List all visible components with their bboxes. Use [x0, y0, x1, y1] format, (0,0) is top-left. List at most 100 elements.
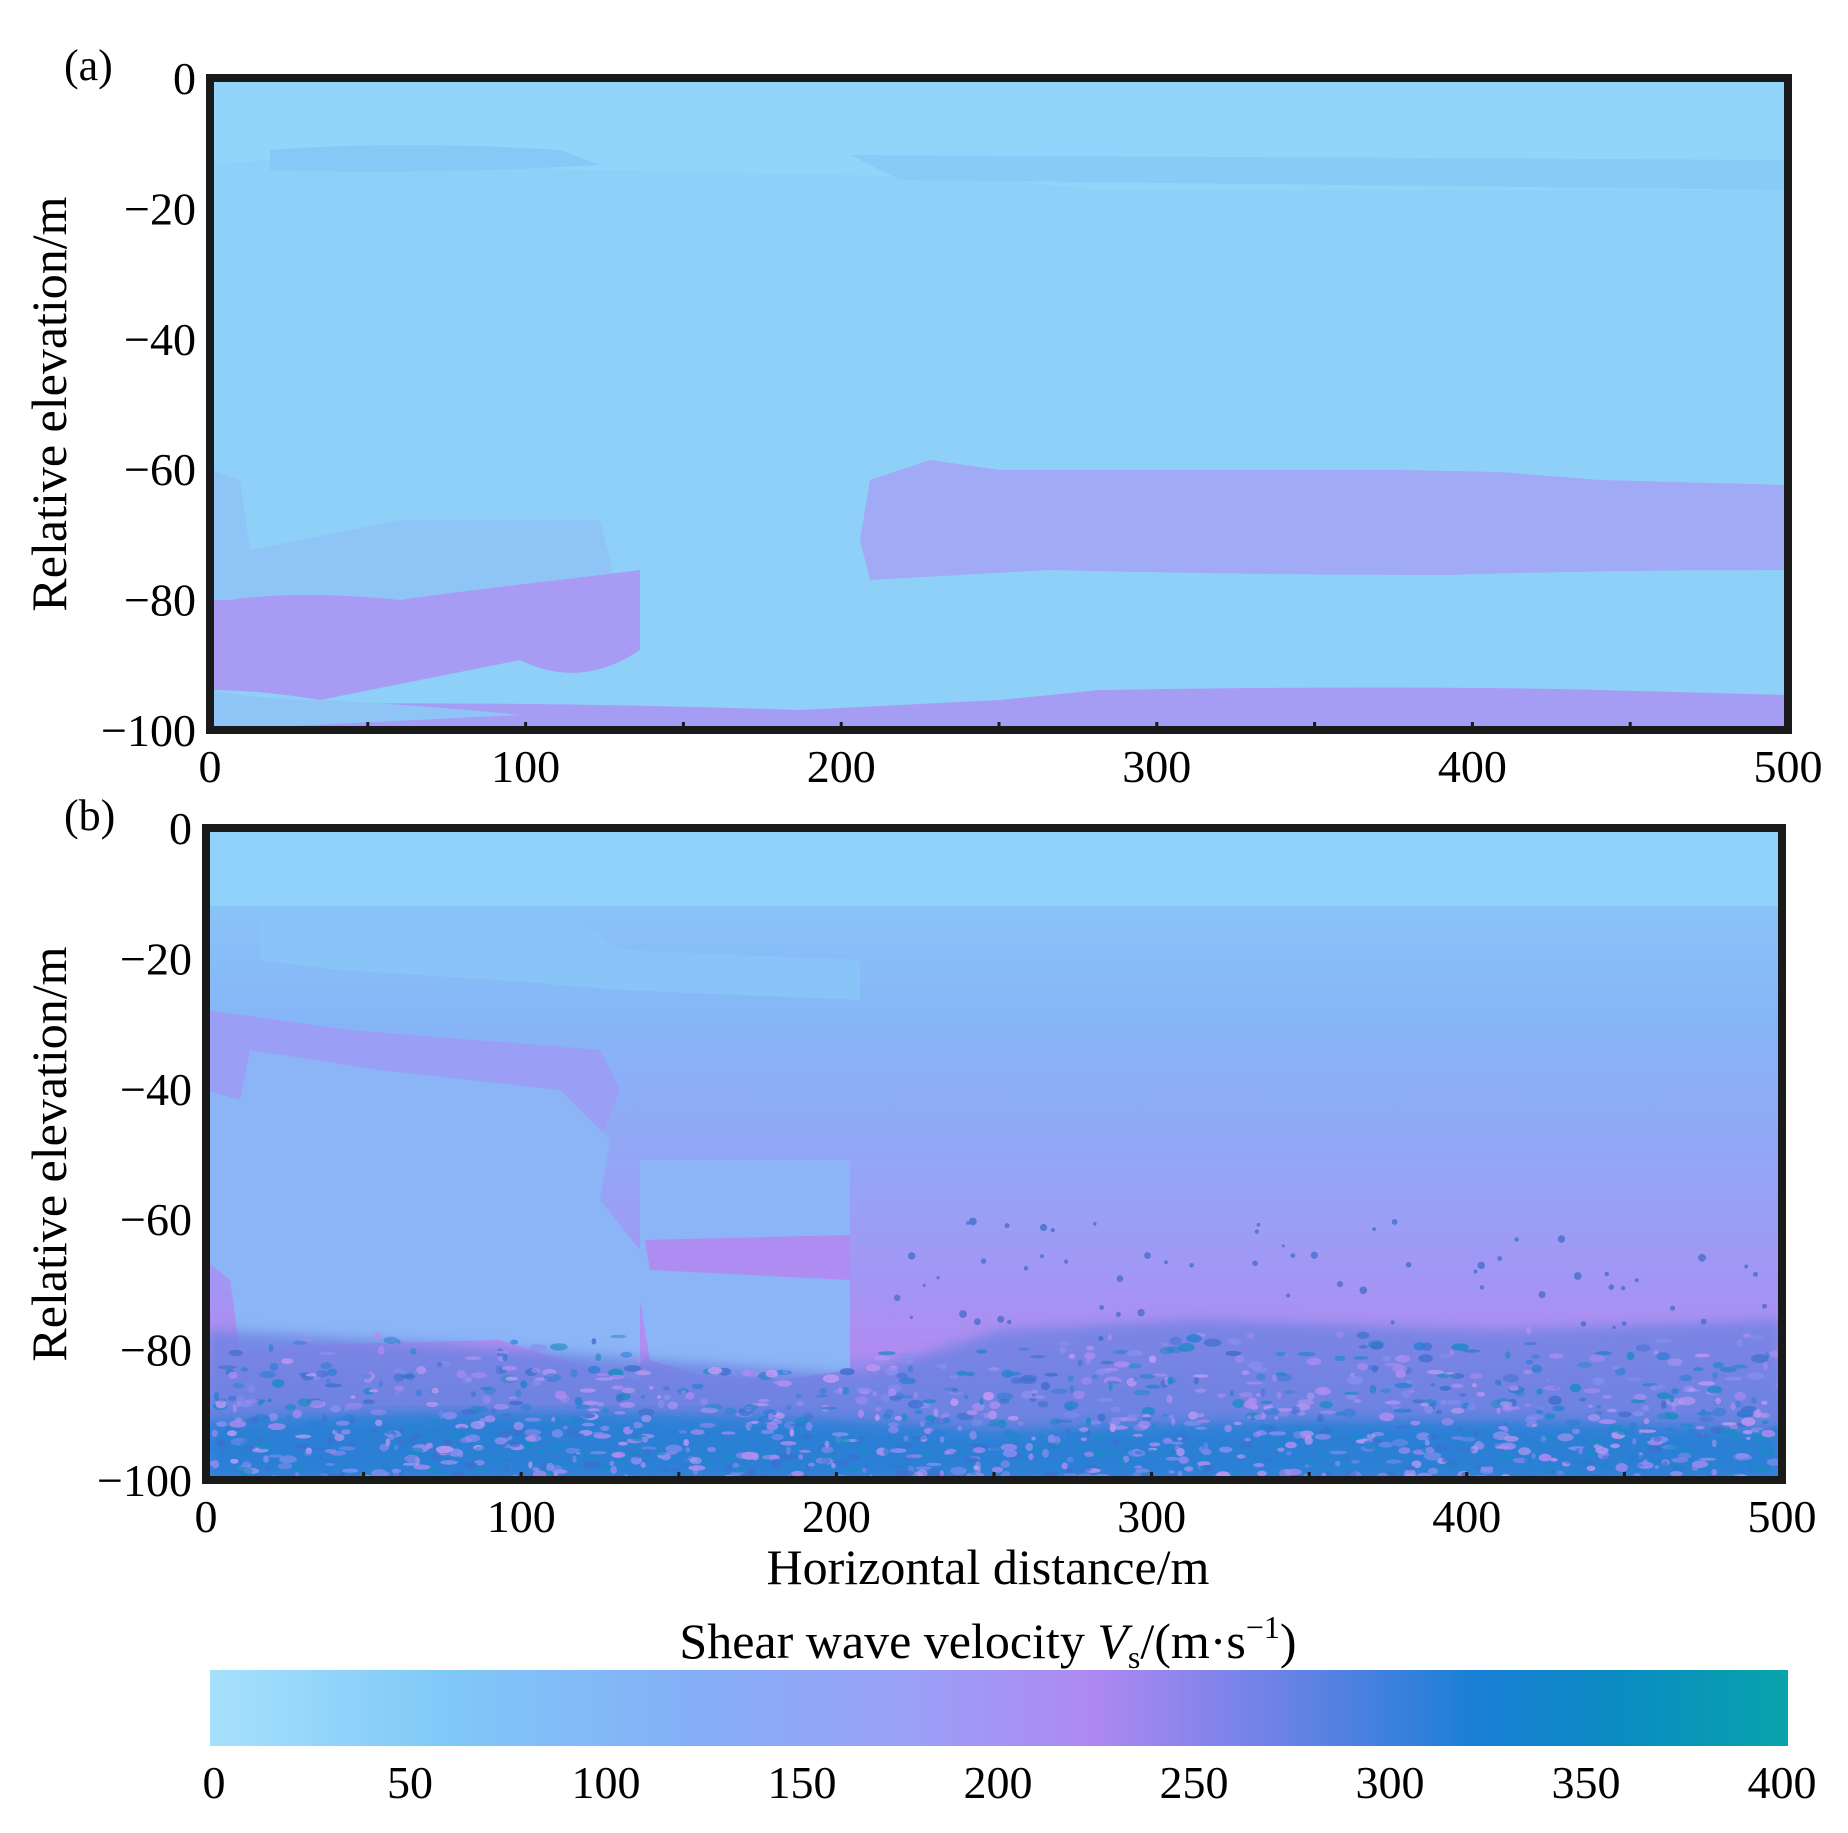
texture-speck: [362, 1399, 375, 1405]
texture-speck: [236, 1394, 245, 1404]
texture-speck: [1334, 1460, 1341, 1467]
texture-speck: [1715, 1397, 1722, 1405]
texture-speck: [970, 1443, 988, 1448]
texture-speck: [614, 1411, 626, 1415]
texture-speck: [349, 1430, 357, 1439]
texture-speck: [663, 1394, 671, 1401]
texture-speck: [440, 1460, 458, 1465]
x-tick-label: 200: [807, 741, 876, 792]
texture-speck: [1047, 1434, 1056, 1444]
texture-speck: [1262, 1441, 1273, 1448]
y-tick-label: −40: [120, 1064, 192, 1115]
texture-speck: [839, 1368, 855, 1376]
texture-speck: [1285, 1441, 1297, 1449]
texture-speck: [1203, 1441, 1209, 1451]
texture-speck: [900, 1395, 914, 1399]
texture-speck: [1425, 1446, 1435, 1454]
texture-speck: [439, 1410, 444, 1419]
texture-speck: [1536, 1442, 1551, 1447]
texture-speck: [1323, 1425, 1330, 1430]
texture-speck: [1366, 1460, 1384, 1467]
texture-speck: [707, 1446, 716, 1453]
texture-speck: [228, 1371, 238, 1379]
texture-speck: [1598, 1419, 1616, 1425]
texture-speck: [790, 1423, 805, 1427]
texture-speck: [1653, 1350, 1659, 1355]
texture-speck: [1316, 1451, 1324, 1457]
texture-speck: [1698, 1381, 1715, 1386]
texture-speck: [677, 1459, 691, 1467]
texture-speck: [1304, 1435, 1313, 1445]
texture-speck: [1252, 1431, 1262, 1438]
texture-speck: [1656, 1352, 1670, 1361]
texture-speck: [1248, 1361, 1264, 1370]
texture-dot: [1254, 1229, 1259, 1234]
texture-speck: [1669, 1394, 1675, 1403]
y-tick-label: −60: [124, 444, 196, 495]
texture-speck: [1758, 1413, 1770, 1418]
texture-speck: [691, 1383, 704, 1390]
texture-speck: [246, 1417, 259, 1425]
texture-speck: [907, 1365, 914, 1373]
texture-speck: [235, 1447, 252, 1457]
texture-speck: [1112, 1350, 1130, 1354]
texture-speck: [330, 1405, 341, 1413]
x-tick-label: 400: [1432, 1491, 1501, 1542]
texture-speck: [1253, 1463, 1265, 1468]
texture-speck: [1420, 1402, 1429, 1407]
texture-speck: [227, 1430, 237, 1437]
texture-speck: [1283, 1390, 1296, 1394]
texture-speck: [621, 1387, 636, 1394]
texture-speck: [1479, 1458, 1493, 1464]
texture-speck: [480, 1386, 492, 1391]
texture-speck: [431, 1470, 449, 1475]
texture-speck: [629, 1421, 635, 1431]
texture-speck: [1062, 1412, 1080, 1418]
texture-speck: [377, 1346, 385, 1355]
texture-speck: [481, 1395, 491, 1400]
texture-speck: [889, 1448, 907, 1453]
texture-speck: [1476, 1391, 1486, 1397]
texture-speck: [988, 1367, 1000, 1371]
texture-speck: [641, 1436, 649, 1443]
texture-speck: [565, 1447, 578, 1454]
y-tick-label: −20: [120, 933, 192, 984]
texture-speck: [326, 1378, 331, 1386]
texture-speck: [1291, 1405, 1301, 1415]
texture-speck: [268, 1454, 285, 1458]
texture-speck: [371, 1469, 388, 1478]
y-tick-label: −80: [120, 1325, 192, 1376]
texture-speck: [795, 1393, 802, 1398]
texture-speck: [550, 1343, 568, 1351]
texture-speck: [1146, 1450, 1159, 1458]
texture-speck: [1306, 1357, 1322, 1366]
texture-speck: [306, 1420, 322, 1428]
panel-a-ylabel: Relative elevation/m: [21, 196, 77, 611]
texture-speck: [1373, 1445, 1379, 1454]
texture-speck: [1178, 1456, 1190, 1464]
texture-speck: [464, 1461, 478, 1469]
texture-speck: [1317, 1414, 1324, 1423]
texture-speck: [1306, 1392, 1315, 1400]
texture-speck: [494, 1437, 507, 1445]
texture-speck: [399, 1427, 405, 1435]
texture-speck: [1096, 1398, 1114, 1402]
texture-speck: [922, 1399, 937, 1404]
texture-speck: [889, 1395, 903, 1401]
texture-speck: [1216, 1442, 1227, 1447]
texture-speck: [1007, 1415, 1019, 1421]
texture-speck: [1498, 1425, 1508, 1430]
texture-speck: [950, 1398, 959, 1406]
texture-speck: [761, 1429, 775, 1435]
texture-speck: [833, 1389, 841, 1395]
texture-speck: [429, 1419, 440, 1423]
texture-speck: [1427, 1467, 1439, 1475]
texture-speck: [524, 1417, 542, 1422]
texture-speck: [786, 1446, 791, 1455]
texture-speck: [1198, 1446, 1204, 1452]
texture-speck: [1162, 1342, 1168, 1347]
texture-speck: [239, 1440, 257, 1448]
colorbar-title-var: V: [1097, 1613, 1133, 1669]
texture-speck: [827, 1445, 841, 1450]
texture-speck: [1139, 1373, 1156, 1379]
